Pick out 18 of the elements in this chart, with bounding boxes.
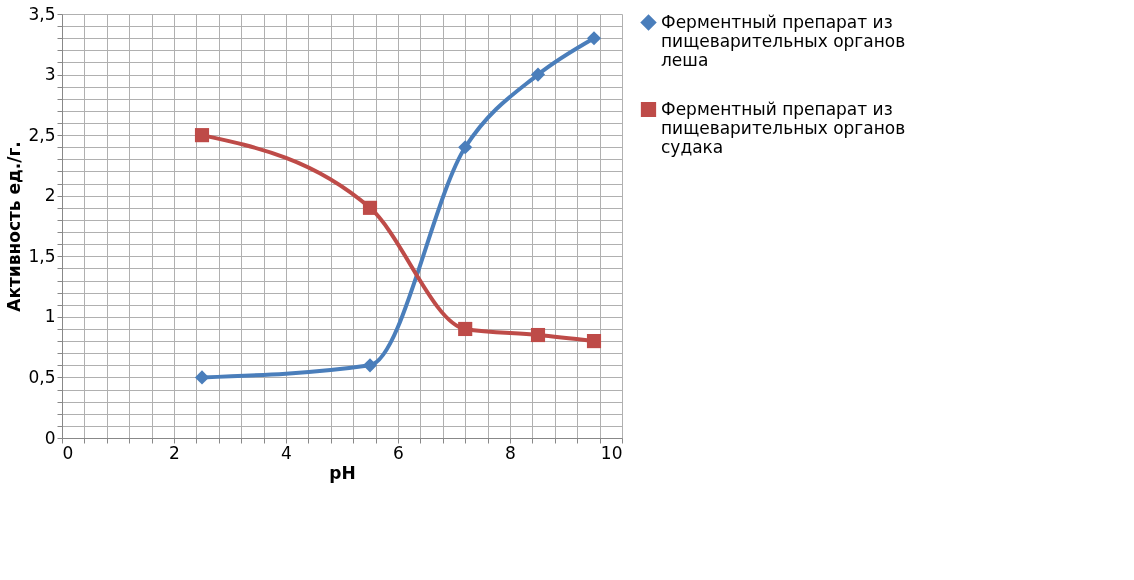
- y-tick-label: 3,5: [28, 3, 56, 24]
- y-tick-label: 1: [44, 306, 56, 327]
- y-axis-title: Активность ед./г.: [4, 141, 25, 312]
- x-tick-label: 8: [505, 442, 516, 463]
- legend-label: Ферментный препарат из пищеварительных органов леша: [661, 11, 906, 70]
- y-tick-label: 2: [44, 185, 56, 206]
- legend-label: Ферментный препарат из пищеварительных органов судака: [661, 98, 906, 157]
- y-tick-label: 3: [44, 64, 56, 85]
- y-tick-label: 2,5: [28, 124, 56, 145]
- x-tick-label: 6: [393, 442, 404, 463]
- x-axis-title: pH: [329, 462, 356, 483]
- y-tick-label: 1,5: [28, 245, 56, 266]
- y-tick-label: 0: [44, 427, 56, 448]
- x-tick-label: 0: [62, 442, 74, 463]
- x-tick-label: 4: [281, 442, 292, 463]
- x-tick-label: 2: [169, 442, 180, 463]
- y-tick-label: 0,5: [28, 366, 56, 387]
- x-tick-label: 10: [600, 442, 623, 463]
